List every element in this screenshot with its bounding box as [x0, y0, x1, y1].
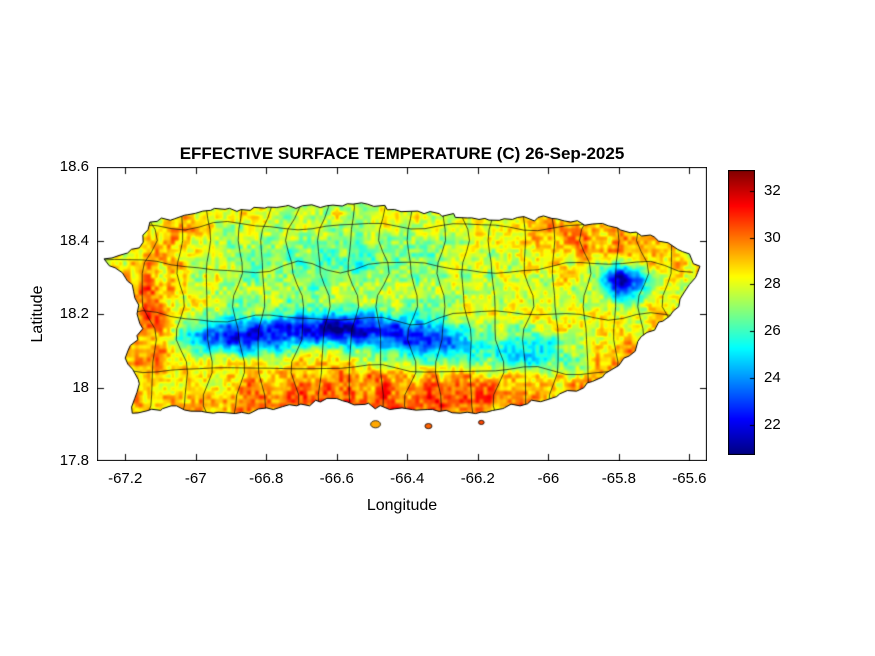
- x-tick-label: -66.8: [249, 470, 284, 487]
- colorbar-tick-label: 22: [764, 415, 781, 433]
- y-tick-label: 18.2: [59, 305, 89, 322]
- colorbar-tick-label: 24: [764, 368, 781, 386]
- y-tick-label: 18.4: [59, 231, 89, 249]
- x-tick-label: -66.6: [319, 470, 354, 487]
- x-tick-label: -66: [537, 470, 560, 487]
- chart-title: EFFECTIVE SURFACE TEMPERATURE (C) 26-Sep…: [179, 144, 625, 163]
- x-tick-label: -67.2: [108, 470, 143, 487]
- x-tick-label: -66.4: [390, 470, 425, 487]
- y-tick-label: 17.8: [59, 452, 89, 469]
- y-tick-label: 18.6: [59, 158, 89, 175]
- x-tick-label: -65.6: [672, 470, 707, 487]
- colorbar-tick-label: 30: [764, 228, 781, 246]
- y-tick-label: 18: [72, 378, 89, 396]
- heatmap-canvas: [97, 167, 707, 461]
- colorbar-tick-label: 32: [764, 182, 781, 200]
- colorbar-tick-label: 28: [764, 275, 781, 293]
- x-tick-label: -66.2: [460, 470, 495, 487]
- colorbar-tick-label: 26: [764, 322, 781, 340]
- x-tick-label: -67: [184, 470, 207, 487]
- colorbar-canvas: [728, 170, 755, 455]
- x-tick-label: -65.8: [601, 470, 636, 487]
- x-axis-label: Longitude: [366, 497, 438, 514]
